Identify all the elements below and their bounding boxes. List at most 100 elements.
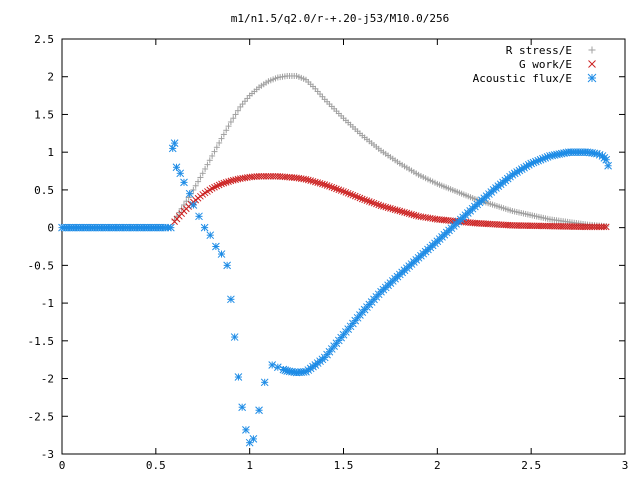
data-point [211,148,218,155]
data-point [391,206,399,214]
data-point [328,183,336,191]
data-point [380,203,387,210]
data-point [384,204,392,212]
data-point [604,161,612,170]
data-point [330,184,338,192]
data-point [375,201,383,209]
data-point [319,180,326,188]
data-point [602,223,610,231]
data-point [368,199,376,206]
y-tick-label: -1 [41,297,54,310]
data-point [172,163,181,172]
data-point [377,202,385,210]
data-point [410,211,418,219]
data-point [190,186,197,193]
y-tick-label: -1.5 [28,335,55,348]
data-point [370,199,378,207]
series-acoustic-flux-e [58,139,612,447]
data-point [524,161,533,169]
data-point [202,165,209,172]
x-tick-label: 2 [434,459,441,472]
legend-marker [587,73,597,83]
data-point [180,178,188,187]
y-tick-label: 1 [47,146,54,159]
legend-marker [588,46,596,54]
data-point [242,426,250,434]
data-point [382,203,390,211]
data-point [356,194,364,202]
y-tick-label: 0 [47,222,54,235]
data-point [307,177,315,185]
data-point [220,131,227,138]
data-point [403,209,411,217]
data-point [249,435,258,443]
data-point [273,363,282,372]
data-point [206,231,215,240]
data-point [213,144,220,151]
data-point [195,212,203,221]
data-point [197,174,204,181]
data-point [206,157,213,164]
data-point [354,193,361,201]
data-point [337,187,345,194]
data-point [192,182,199,189]
legend-marker [588,60,596,68]
data-point [223,261,232,270]
data-point [304,176,312,184]
data-point [225,123,232,130]
data-point [220,179,228,187]
data-point [218,180,225,188]
x-tick-label: 0 [59,459,66,472]
data-point [238,403,247,412]
y-tick-label: -2 [41,373,54,386]
data-point [225,178,232,185]
data-point [168,144,177,153]
data-point [217,250,226,258]
data-point [316,179,324,187]
data-point [170,139,179,147]
data-point [199,170,206,177]
data-point [363,197,371,205]
data-point [209,152,216,159]
series-g-work-e [171,172,610,231]
y-tick-label: 0.5 [34,184,54,197]
data-point [600,223,608,231]
data-point [195,178,202,185]
y-tick-label: -3 [41,448,54,461]
data-point [347,190,354,198]
data-point [314,179,322,187]
data-point [185,189,194,198]
data-point [176,169,185,178]
data-point [216,139,223,146]
data-point [398,208,406,216]
data-point [309,177,317,185]
data-point [323,182,331,189]
data-point [230,115,237,122]
data-point [333,185,340,193]
data-point [218,135,225,142]
data-point [405,210,413,218]
data-point [204,161,211,168]
data-point [365,198,373,205]
x-tick-label: 1 [246,459,253,472]
data-point [389,205,397,213]
data-point [185,194,192,201]
series-r-stress-e [171,72,610,230]
data-point [387,205,394,212]
data-point [200,223,209,232]
data-point [222,179,230,186]
y-tick-label: 2 [47,71,54,84]
data-point [212,242,220,251]
data-point [408,210,415,218]
data-point [344,189,352,197]
data-point [230,333,239,341]
data-point [166,223,175,232]
data-point [223,127,230,134]
legend-label: Acoustic flux/E [473,72,572,85]
y-tick-label: -0.5 [28,259,55,272]
chart-title: m1/n1.5/q2.0/r-+.20-j53/M10.0/256 [231,12,450,25]
data-point [176,209,183,216]
data-point [361,196,368,204]
x-tick-label: 2.5 [521,459,541,472]
data-point [311,178,319,186]
